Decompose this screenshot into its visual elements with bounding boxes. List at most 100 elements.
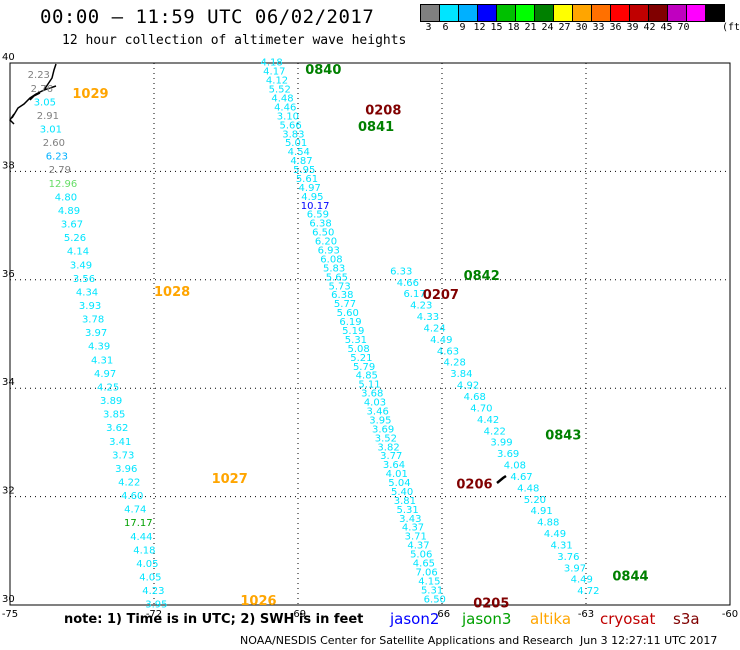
lat-tick-label: 36 <box>2 269 15 280</box>
scale-label: 30 <box>575 22 588 33</box>
swh-value: 4.24 <box>423 323 445 334</box>
swh-value: 4.23 <box>410 301 432 312</box>
swh-value: 4.60 <box>121 491 143 502</box>
swh-value: 6.20 <box>315 237 337 248</box>
swh-value: 3.95 <box>369 415 391 426</box>
swh-value: 4.08 <box>504 461 526 472</box>
lat-tick-label: 38 <box>2 160 15 171</box>
swh-value: 4.67 <box>510 472 532 483</box>
swh-value: 3.01 <box>40 124 62 135</box>
swh-value: 3.05 <box>34 97 56 108</box>
swh-value: 4.54 <box>288 147 310 158</box>
swh-value: 4.91 <box>530 506 552 517</box>
swh-value: 4.46 <box>274 102 296 113</box>
swh-value: 3.10 <box>277 111 299 122</box>
scale-label: 42 <box>643 22 656 33</box>
swh-value: 4.37 <box>407 541 429 552</box>
scale-label: 21 <box>524 22 537 33</box>
swh-value: 6.38 <box>331 290 353 301</box>
swh-value: 3.76 <box>557 552 579 563</box>
swh-value: 3.43 <box>399 514 421 525</box>
swh-value: 3.52 <box>375 433 397 444</box>
swh-value: 4.87 <box>290 156 312 167</box>
swh-value: 5.95 <box>293 165 315 176</box>
swh-value: 6.17 <box>403 289 425 300</box>
swh-value: 4.25 <box>97 382 119 393</box>
swh-value: 4.65 <box>413 559 435 570</box>
swh-value: 17.17 <box>124 518 153 529</box>
swh-value: 4.97 <box>299 183 321 194</box>
swh-value: 4.49 <box>571 575 593 586</box>
swh-value: 4.63 <box>437 346 459 357</box>
swh-value: 3.49 <box>70 260 92 271</box>
swh-value: 4.72 <box>577 586 599 597</box>
scale-label: 3 <box>425 22 432 33</box>
swh-value: 6.38 <box>309 219 331 230</box>
footnote: note: 1) Time is in UTC; 2) SWH is in fe… <box>64 612 364 627</box>
scale-label: 36 <box>609 22 622 33</box>
island-shape <box>496 474 507 484</box>
swh-value: 3.84 <box>450 369 472 380</box>
swh-value: 4.12 <box>266 76 288 87</box>
legend-entry-s3a: s3a <box>673 610 700 628</box>
swh-value: 6.50 <box>312 228 334 239</box>
swh-value: 3.89 <box>100 396 122 407</box>
pass-time-label: 1027 <box>212 472 248 487</box>
swh-value: 3.46 <box>367 406 389 417</box>
swh-value: 4.49 <box>544 529 566 540</box>
pass-time-label: 0207 <box>423 288 459 303</box>
color-scale-labels: 3 6 9 12 15 18 21 24 27 30 33 36 39 42 45 70 <box>420 22 692 33</box>
lon-tick-label: -69 <box>290 609 306 620</box>
swh-value: 3.73 <box>112 450 134 461</box>
swh-value: 3.99 <box>490 438 512 449</box>
scale-label: 45 <box>660 22 673 33</box>
swh-value: 5.19 <box>342 326 364 337</box>
swh-value: 3.83 <box>282 129 304 140</box>
swh-value: 4.14 <box>67 247 89 258</box>
pass-time-label: 0843 <box>545 429 581 444</box>
swh-value: 2.23 <box>28 70 50 81</box>
lat-tick-label: 34 <box>2 377 15 388</box>
swh-value: 6.23 <box>46 152 68 163</box>
pass-time-label: 0844 <box>612 570 648 585</box>
swh-value: 4.74 <box>124 505 146 516</box>
swh-value: 3.62 <box>106 423 128 434</box>
swh-value: 6.93 <box>318 246 340 257</box>
swh-value: 4.48 <box>271 93 293 104</box>
lon-tick-label: -75 <box>2 609 18 620</box>
legend-entry-jason3: jason3 <box>462 610 512 628</box>
swh-value: 3.82 <box>377 442 399 453</box>
swh-value: 4.17 <box>263 67 285 78</box>
pass-time-label: 0842 <box>464 269 500 284</box>
scale-label: 9 <box>459 22 466 33</box>
swh-value: 5.83 <box>323 263 345 274</box>
swh-value: 4.44 <box>130 532 152 543</box>
scale-swatch <box>705 4 725 22</box>
swh-value: 4.31 <box>91 355 113 366</box>
pass-time-label: 0205 <box>473 597 509 612</box>
swh-value: 4.49 <box>430 335 452 346</box>
swh-value: 4.88 <box>537 518 559 529</box>
swh-value: 5.77 <box>334 299 356 310</box>
swh-value: 5.11 <box>358 380 380 391</box>
scale-label: 33 <box>592 22 605 33</box>
swh-value: 5.73 <box>328 281 350 292</box>
swh-value: 4.23 <box>142 586 164 597</box>
swh-value: 4.28 <box>444 358 466 369</box>
swh-value: 3.81 <box>394 496 416 507</box>
scale-label: 15 <box>490 22 503 33</box>
generated-timestamp: Jun 3 12:27:11 UTC 2017 <box>580 634 718 647</box>
swh-value: 4.18 <box>133 545 155 556</box>
swh-value: 3.95 <box>145 600 167 611</box>
swh-value: 4.97 <box>94 369 116 380</box>
swh-value: 6.19 <box>339 317 361 328</box>
pass-time-label: 1026 <box>240 594 276 609</box>
pass-time-label: 1029 <box>72 87 108 102</box>
swh-value: 3.97 <box>85 328 107 339</box>
swh-value: 4.37 <box>402 523 424 534</box>
scale-label: 18 <box>507 22 520 33</box>
swh-value: 4.34 <box>76 287 98 298</box>
lon-tick-label: -63 <box>578 609 594 620</box>
scale-label: 12 <box>473 22 486 33</box>
swh-value: 5.31 <box>421 585 443 596</box>
